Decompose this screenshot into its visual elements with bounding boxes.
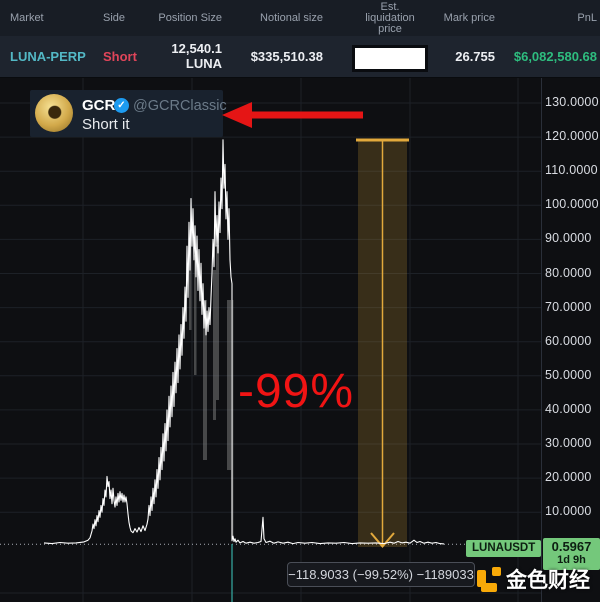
header-market: Market [10,12,44,24]
last-price-badge: 0.5967 1d 9h [543,538,600,570]
mark-price-cell: 26.755 [455,49,495,64]
notional-size-cell: $335,510.38 [250,49,323,64]
position-size-cell: 12,540.1 LUNA [171,41,222,71]
header-est-liquidation-price: Est. liquidation price [365,1,415,35]
liquidation-price-redaction-box [352,45,428,72]
symbol-badge: LUNAUSDT [466,540,542,557]
header-notional-size: Notional size [260,12,323,24]
wick-shadow [216,245,219,400]
last-price-value: 0.5967 [551,539,592,554]
wick-shadow [213,270,216,420]
header-side: Side [103,12,126,24]
wick-shadow [194,255,197,375]
price-line [43,139,445,545]
jinse-logo-icon [477,566,501,592]
drop-percent-annotation: -99% [238,365,355,418]
market-cell[interactable]: LUNA-PERP [10,49,86,64]
wick-shadow [203,300,207,460]
side-cell: Short [103,49,137,64]
pnl-cell: $6,082,580.68 [513,49,597,64]
bar-countdown: 1d 9h [557,554,586,566]
positions-table-header: Market Side Position Size Notional size … [0,0,600,36]
measure-tooltip: −118.9033 (−99.52%) −1189033 [287,562,475,587]
header-mark-price: Mark price [443,12,495,24]
tweet-card: GCR ✓ @GCRClassic Short it [30,90,227,137]
tweet-text: Short it [82,116,130,133]
position-row-luna-perp: LUNA-PERP Short 12,540.1 LUNA $335,510.3… [0,36,600,78]
wick-shadow [227,300,231,470]
wick-shadow [189,230,192,330]
tweet-author-name: GCR [82,97,116,114]
red-arrow-annotation-icon [222,102,363,128]
watermark-brand-text: 金色财经 [506,568,590,592]
header-position-size: Position Size [158,12,222,24]
measure-band-arrowhead-icon [370,532,395,549]
jinse-watermark: 金色财经 [477,564,590,594]
tweet-avatar [35,94,73,132]
verified-badge-icon: ✓ [114,98,129,113]
header-pnl: PnL [577,12,597,24]
tweet-author-handle: @GCRClassic [133,98,227,114]
